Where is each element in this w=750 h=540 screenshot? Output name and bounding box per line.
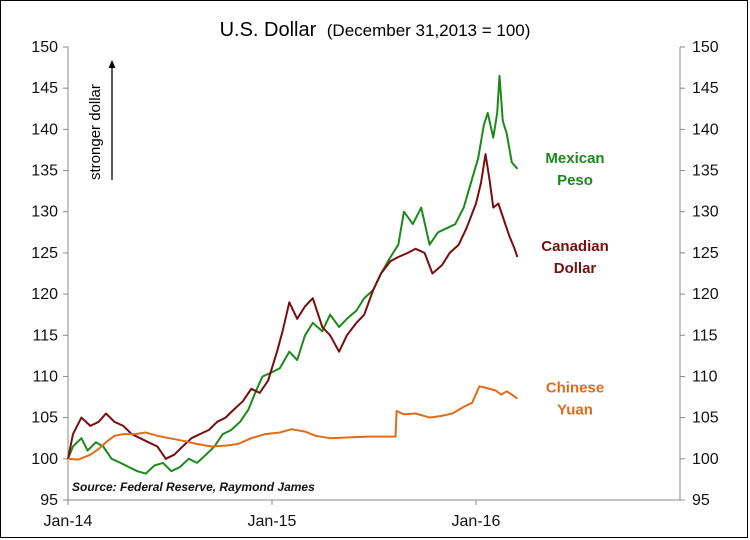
y-tick-label-left: 100 <box>31 451 58 468</box>
y-axis-label-group: stronger dollar <box>87 84 104 180</box>
y-tick-label-left: 110 <box>32 368 58 385</box>
x-tick-label: Jan-16 <box>452 513 501 530</box>
y-tick-label-right: 100 <box>692 451 719 468</box>
axes: 95 95 100 100 105 105 110 110 115 115 120 120 125 125… <box>31 39 719 530</box>
chart-title: U.S. Dollar <box>220 19 317 41</box>
y-tick-label-left: 135 <box>31 163 58 180</box>
series-line-chinese-yuan <box>67 385 518 461</box>
y-tick-label-left: 140 <box>31 121 58 138</box>
y-tick-label-right: 95 <box>692 492 710 509</box>
series-lines <box>67 74 519 475</box>
y-tick-label-right: 140 <box>692 121 719 138</box>
y-tick-label-right: 130 <box>692 204 719 221</box>
y-tick-label-left: 120 <box>31 286 58 303</box>
series-label-line: Canadian <box>541 238 609 255</box>
series-label-mexican-peso: Mexican Peso <box>545 150 604 189</box>
series-line-mexican-peso <box>67 74 519 475</box>
series-label-line: Chinese <box>546 380 604 397</box>
series-label-line: Mexican <box>545 150 604 167</box>
y-tick-label-right: 110 <box>692 368 718 385</box>
y-tick-label-right: 105 <box>692 410 719 427</box>
y-tick-label-right: 135 <box>692 163 719 180</box>
x-tick-label: Jan-15 <box>248 513 297 530</box>
y-tick-label-left: 145 <box>31 80 58 97</box>
y-tick-label-left: 105 <box>31 410 58 427</box>
y-tick-label-right: 125 <box>692 245 719 262</box>
series-labels: Mexican Peso Canadian Dollar Chinese Yuan <box>541 150 609 419</box>
y-tick-label-left: 150 <box>31 39 58 56</box>
series-label-line: Yuan <box>557 402 593 419</box>
y-tick-label-right: 120 <box>692 286 719 303</box>
series-label-line: Dollar <box>554 260 597 277</box>
stronger-arrow-icon <box>108 60 116 68</box>
y-tick-label-right: 115 <box>692 327 718 344</box>
y-tick-label-right: 145 <box>692 80 719 97</box>
y-tick-label-right: 150 <box>692 39 719 56</box>
series-label-canadian-dollar: Canadian Dollar <box>541 238 609 277</box>
chart-subtitle: (December 31,2013 = 100) <box>327 21 531 40</box>
chart-title-group: U.S. Dollar (December 31,2013 = 100) <box>220 19 531 41</box>
series-label-line: Peso <box>557 172 593 189</box>
y-tick-label-left: 130 <box>31 204 58 221</box>
y-axis-label: stronger dollar <box>87 84 104 180</box>
y-tick-label-left: 125 <box>31 245 58 262</box>
series-line-canadian-dollar <box>67 153 519 460</box>
series-label-chinese-yuan: Chinese Yuan <box>546 380 604 419</box>
y-tick-label-left: 95 <box>40 492 58 509</box>
source-note: Source: Federal Reserve, Raymond James <box>72 480 315 494</box>
y-tick-label-left: 115 <box>32 327 58 344</box>
x-tick-label: Jan-14 <box>44 513 93 530</box>
